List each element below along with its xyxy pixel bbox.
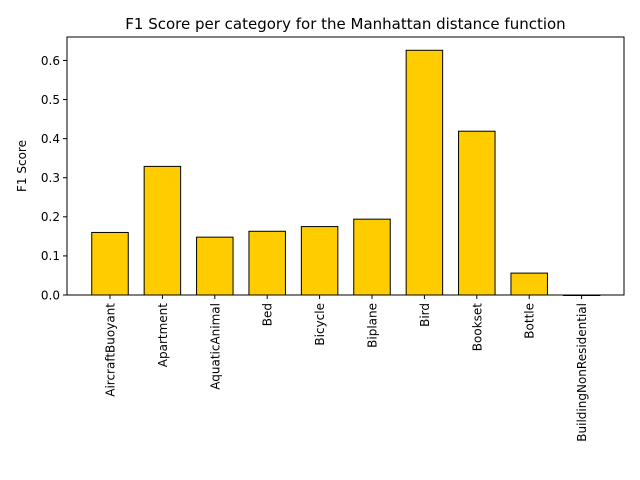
- x-tick-label: Bed: [261, 303, 275, 326]
- y-tick-label: 0.3: [41, 171, 60, 185]
- y-tick-label: 0.0: [41, 288, 60, 302]
- x-tick-label: Bottle: [523, 303, 537, 339]
- y-axis-label: F1 Score: [15, 140, 29, 192]
- x-axis-ticks: AircraftBuoyant Apartment AquaticAnimal Bed…: [104, 295, 589, 442]
- x-tick-label: AircraftBuoyant: [104, 303, 118, 397]
- bar-bed: [248, 230, 286, 296]
- bar-bird: [405, 49, 444, 296]
- bar-bookset: [458, 130, 496, 296]
- bar-bicycle: [300, 226, 339, 296]
- y-tick-label: 0.4: [41, 132, 60, 146]
- y-tick-label: 0.5: [41, 93, 60, 107]
- y-axis-ticks: 0.0 0.1 0.2 0.3 0.4 0.5 0.6: [41, 54, 67, 302]
- y-tick-label: 0.2: [41, 210, 60, 224]
- x-tick-label: BuildingNonResidential: [575, 303, 589, 442]
- x-tick-label: Bookset: [470, 303, 484, 352]
- y-tick-label: 0.6: [41, 54, 60, 68]
- bars-group: [91, 49, 601, 296]
- y-tick-label: 0.1: [41, 249, 60, 263]
- axes-frame: [66, 36, 625, 296]
- bar-apartment: [143, 165, 182, 296]
- bar-aquaticanimal: [196, 236, 234, 296]
- bar-aircraftbuoyant: [91, 231, 129, 296]
- x-tick-label: Bird: [418, 303, 432, 327]
- x-tick-label: Apartment: [156, 303, 170, 367]
- x-tick-label: Biplane: [366, 303, 380, 348]
- x-tick-label: AquaticAnimal: [208, 303, 222, 390]
- bar-bottle: [510, 272, 548, 296]
- x-tick-label: Bicycle: [313, 303, 327, 346]
- bar-biplane: [353, 218, 391, 296]
- chart-title: F1 Score per category for the Manhattan …: [125, 15, 565, 33]
